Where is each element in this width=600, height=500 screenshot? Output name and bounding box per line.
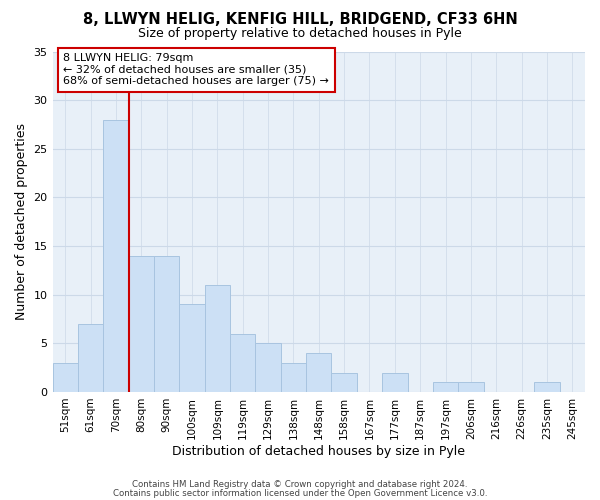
Bar <box>433 382 458 392</box>
Bar <box>331 372 357 392</box>
Y-axis label: Number of detached properties: Number of detached properties <box>15 123 28 320</box>
Bar <box>534 382 560 392</box>
Text: 8, LLWYN HELIG, KENFIG HILL, BRIDGEND, CF33 6HN: 8, LLWYN HELIG, KENFIG HILL, BRIDGEND, C… <box>83 12 517 28</box>
X-axis label: Distribution of detached houses by size in Pyle: Distribution of detached houses by size … <box>172 444 465 458</box>
Bar <box>103 120 128 392</box>
Bar <box>382 372 407 392</box>
Text: Contains HM Land Registry data © Crown copyright and database right 2024.: Contains HM Land Registry data © Crown c… <box>132 480 468 489</box>
Bar <box>256 344 281 392</box>
Bar <box>154 256 179 392</box>
Bar <box>281 363 306 392</box>
Bar <box>78 324 103 392</box>
Bar <box>179 304 205 392</box>
Text: Contains public sector information licensed under the Open Government Licence v3: Contains public sector information licen… <box>113 489 487 498</box>
Bar <box>230 334 256 392</box>
Text: 8 LLWYN HELIG: 79sqm
← 32% of detached houses are smaller (35)
68% of semi-detac: 8 LLWYN HELIG: 79sqm ← 32% of detached h… <box>63 53 329 86</box>
Bar <box>458 382 484 392</box>
Bar <box>306 353 331 392</box>
Bar <box>128 256 154 392</box>
Bar <box>53 363 78 392</box>
Bar <box>205 285 230 392</box>
Text: Size of property relative to detached houses in Pyle: Size of property relative to detached ho… <box>138 28 462 40</box>
